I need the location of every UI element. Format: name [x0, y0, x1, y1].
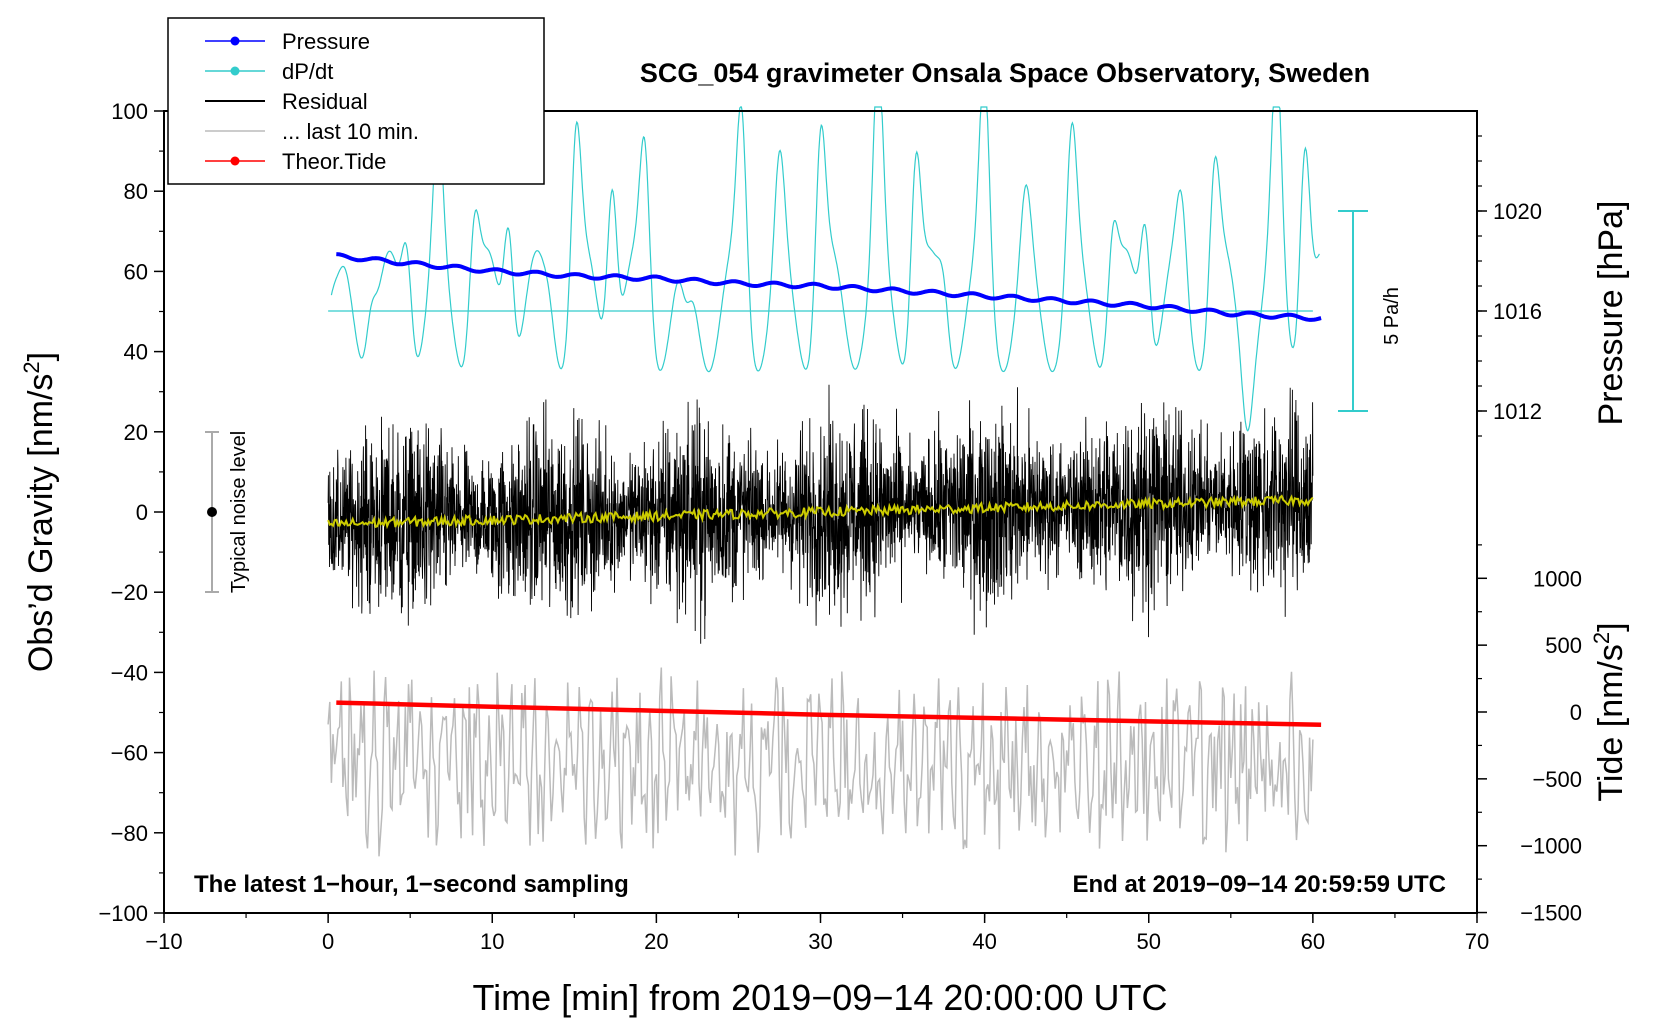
x-tick-label: −10 [145, 929, 182, 954]
x-tick-label: 0 [322, 929, 334, 954]
x-tick-label: 20 [644, 929, 668, 954]
series-layer [327, 106, 1322, 857]
gravity-tick-label: 100 [111, 99, 148, 124]
footer-right: End at 2019−09−14 20:59:59 UTC [1072, 871, 1446, 898]
gravity-tick-label: 80 [124, 179, 148, 204]
legend: Pressure dP/dt Residual ... last 10 min. The… [167, 17, 545, 185]
x-tick-label: 50 [1137, 929, 1161, 954]
y-axis-label-gravity-close: ] [22, 352, 60, 361]
x-tick-label: 70 [1465, 929, 1489, 954]
x-tick-label: 40 [972, 929, 996, 954]
legend-label: Theor.Tide [282, 149, 386, 174]
gravity-tick-label: −60 [111, 741, 148, 766]
y-axis-label-tide-text: Tide [nm/s [1592, 644, 1630, 801]
legend-marker [230, 156, 240, 166]
series-residual-line [327, 384, 1314, 644]
gravity-tick-label: −100 [98, 901, 148, 926]
series-dpdt-line [330, 106, 1320, 432]
gravity-tick-label: 60 [124, 259, 148, 284]
series-residual-smoothed-line [327, 494, 1314, 530]
gravity-tick-label: −40 [111, 660, 148, 685]
tide-tick-label: 1000 [1533, 566, 1582, 591]
x-tick-label: 10 [480, 929, 504, 954]
tide-tick-label: −500 [1532, 767, 1582, 792]
noise-bar-center-dot [207, 507, 217, 517]
series-last10min-line [327, 667, 1314, 857]
tide-tick-label: −1500 [1520, 901, 1582, 926]
gravity-tick-label: 0 [136, 500, 148, 525]
legend-label: ... last 10 min. [282, 119, 419, 144]
legend-marker [230, 66, 240, 76]
tide-tick-label: 500 [1545, 633, 1582, 658]
series-pressure-line [336, 252, 1322, 322]
series-tide-line [336, 700, 1322, 727]
tide-tick-label: −1000 [1520, 834, 1582, 859]
footer-left: The latest 1−hour, 1−second sampling [194, 871, 629, 898]
legend-label: dP/dt [282, 59, 333, 84]
x-axis-label: Time [min] from 2019−09−14 20:00:00 UTC [472, 977, 1167, 1018]
gravity-tick-label: 20 [124, 420, 148, 445]
legend-label: Residual [282, 89, 368, 114]
noise-bar-label: Typical noise level [228, 431, 250, 593]
y-axis-label-pressure: Pressure [hPa] [1592, 201, 1630, 426]
x-tick-label: 30 [808, 929, 832, 954]
y-axis-label-tide-sup: 2 [1589, 632, 1614, 644]
scale-bar: 5 Pa/h [1338, 210, 1403, 412]
gravity-tick-label: −80 [111, 821, 148, 846]
gravity-tick-label: −20 [111, 580, 148, 605]
pressure-tick-label: 1016 [1493, 299, 1542, 324]
legend-marker [230, 36, 240, 46]
pressure-tick-label: 1012 [1493, 399, 1542, 424]
x-tick-label: 60 [1301, 929, 1325, 954]
axes-layer: −10 0 10 20 30 40 50 60 70100806040200−20−40−60−… [98, 99, 1582, 954]
gravity-tick-label: 40 [124, 340, 148, 365]
y-axis-label-tide-close: ] [1592, 622, 1630, 631]
y-axis-label-gravity-text: Obs’d Gravity [nm/s [22, 374, 60, 673]
pressure-tick-label: 1020 [1493, 199, 1542, 224]
y-axis-label-gravity-sup: 2 [19, 361, 44, 373]
scale-bar-label: 5 Pa/h [1381, 287, 1403, 345]
chart-title: SCG_054 gravimeter Onsala Space Observat… [640, 58, 1370, 88]
noise-bar: Typical noise level [205, 431, 250, 593]
y-axis-label-tide: Tide [nm/s2] [1589, 622, 1630, 801]
y-axis-label-gravity: Obs’d Gravity [nm/s2] [19, 352, 60, 672]
legend-label: Pressure [282, 29, 370, 54]
tide-tick-label: 0 [1570, 700, 1582, 725]
